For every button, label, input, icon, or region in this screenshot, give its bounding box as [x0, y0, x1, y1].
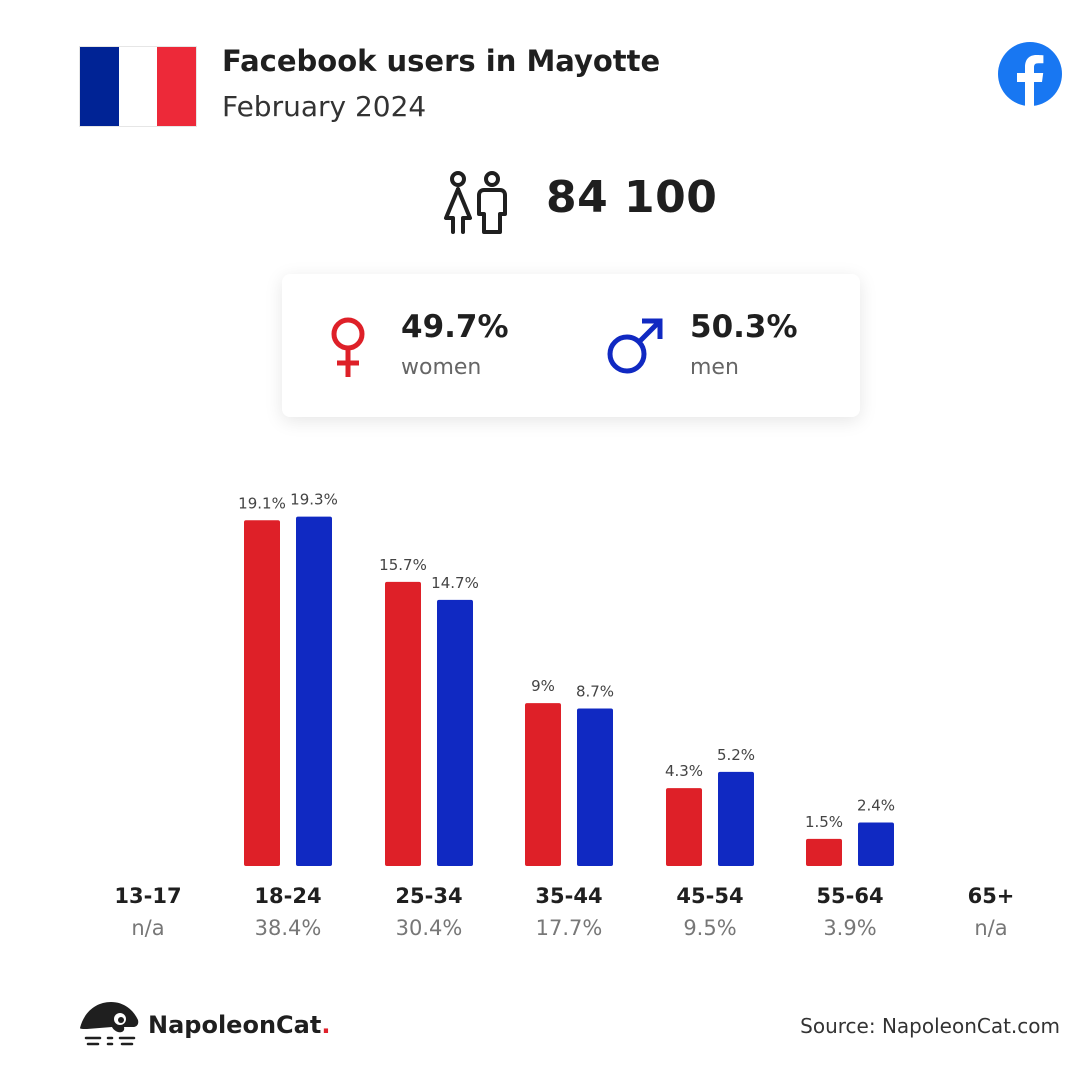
napoleoncat-logo-icon	[80, 1002, 139, 1046]
brand-name: NapoleonCat.	[148, 1011, 330, 1039]
bar-value-label-men-25-34: 14.7%	[431, 574, 479, 592]
female-symbol-icon	[331, 317, 365, 377]
age-group-share: 9.5%	[683, 916, 737, 940]
bar-women-45-54	[666, 788, 702, 866]
users-icon	[444, 171, 507, 234]
age-group-label: 65+	[967, 884, 1015, 908]
male-symbol-icon	[607, 318, 663, 374]
bar-women-35-44	[525, 703, 561, 866]
age-group-share: 17.7%	[535, 916, 603, 940]
source-text: Source: NapoleonCat.com	[800, 1014, 1060, 1038]
bar-value-label-men-35-44: 8.7%	[576, 683, 614, 701]
women-label: women	[401, 355, 482, 380]
bar-value-label-women-45-54: 4.3%	[665, 762, 703, 780]
bar-value-label-men-18-24: 19.3%	[290, 491, 338, 509]
bar-men-35-44	[577, 708, 613, 866]
age-group-45-54: 45-54 9.5%	[655, 884, 765, 940]
bar-men-55-64	[858, 822, 894, 866]
age-gender-bar-chart: 19.1% 19.3% 15.7%14.7% 9% 8.7% 4.3% 5.2% 1.5% 2.…	[238, 491, 895, 866]
gender-split-card: 49.7% women 50.3% men	[282, 274, 860, 417]
men-percent: 50.3%	[690, 309, 798, 345]
age-group-13-17: 13-17 n/a	[93, 884, 203, 940]
age-group-35-44: 35-44 17.7%	[514, 884, 624, 940]
brand-dot: .	[321, 1011, 331, 1039]
age-group-label: 18-24	[254, 884, 322, 908]
age-group-label: 55-64	[816, 884, 884, 908]
age-group-share: 3.9%	[823, 916, 877, 940]
total-users-value: 84 100	[546, 172, 718, 223]
flag-stripe-white	[118, 47, 158, 126]
age-group-share: n/a	[131, 916, 165, 940]
age-group-65-plus: 65+ n/a	[936, 884, 1046, 940]
men-label: men	[690, 355, 739, 380]
bar-value-label-women-55-64: 1.5%	[805, 813, 843, 831]
bar-women-55-64	[806, 838, 842, 866]
age-group-share: 30.4%	[395, 916, 463, 940]
age-group-55-64: 55-64 3.9%	[795, 884, 905, 940]
age-group-25-34: 25-34 30.4%	[374, 884, 484, 940]
facebook-logo-icon	[998, 42, 1062, 106]
age-group-label: 25-34	[395, 884, 463, 908]
bar-value-label-women-25-34: 15.7%	[379, 556, 427, 574]
women-percent: 49.7%	[401, 309, 509, 345]
age-group-label: 13-17	[114, 884, 182, 908]
brand-text: NapoleonCat	[148, 1011, 322, 1039]
page-title: Facebook users in Mayotte	[222, 44, 661, 78]
france-flag-icon	[80, 47, 197, 126]
bar-value-label-men-55-64: 2.4%	[857, 797, 895, 815]
bar-value-label-women-18-24: 19.1%	[238, 494, 286, 512]
bar-men-45-54	[718, 771, 754, 866]
bar-value-label-men-45-54: 5.2%	[717, 746, 755, 764]
age-group-share: n/a	[974, 916, 1008, 940]
age-group-share: 38.4%	[254, 916, 322, 940]
age-group-18-24: 18-24 38.4%	[233, 884, 343, 940]
flag-stripe-blue	[80, 47, 119, 126]
age-group-label: 35-44	[535, 884, 603, 908]
flag-stripe-red	[157, 47, 197, 126]
bar-women-18-24	[244, 520, 280, 866]
bar-women-25-34	[385, 581, 421, 866]
bar-men-18-24	[296, 516, 332, 866]
age-group-label: 45-54	[676, 884, 744, 908]
page-subtitle: February 2024	[222, 90, 427, 123]
bar-men-25-34	[437, 599, 473, 866]
bar-value-label-women-35-44: 9%	[531, 677, 555, 695]
